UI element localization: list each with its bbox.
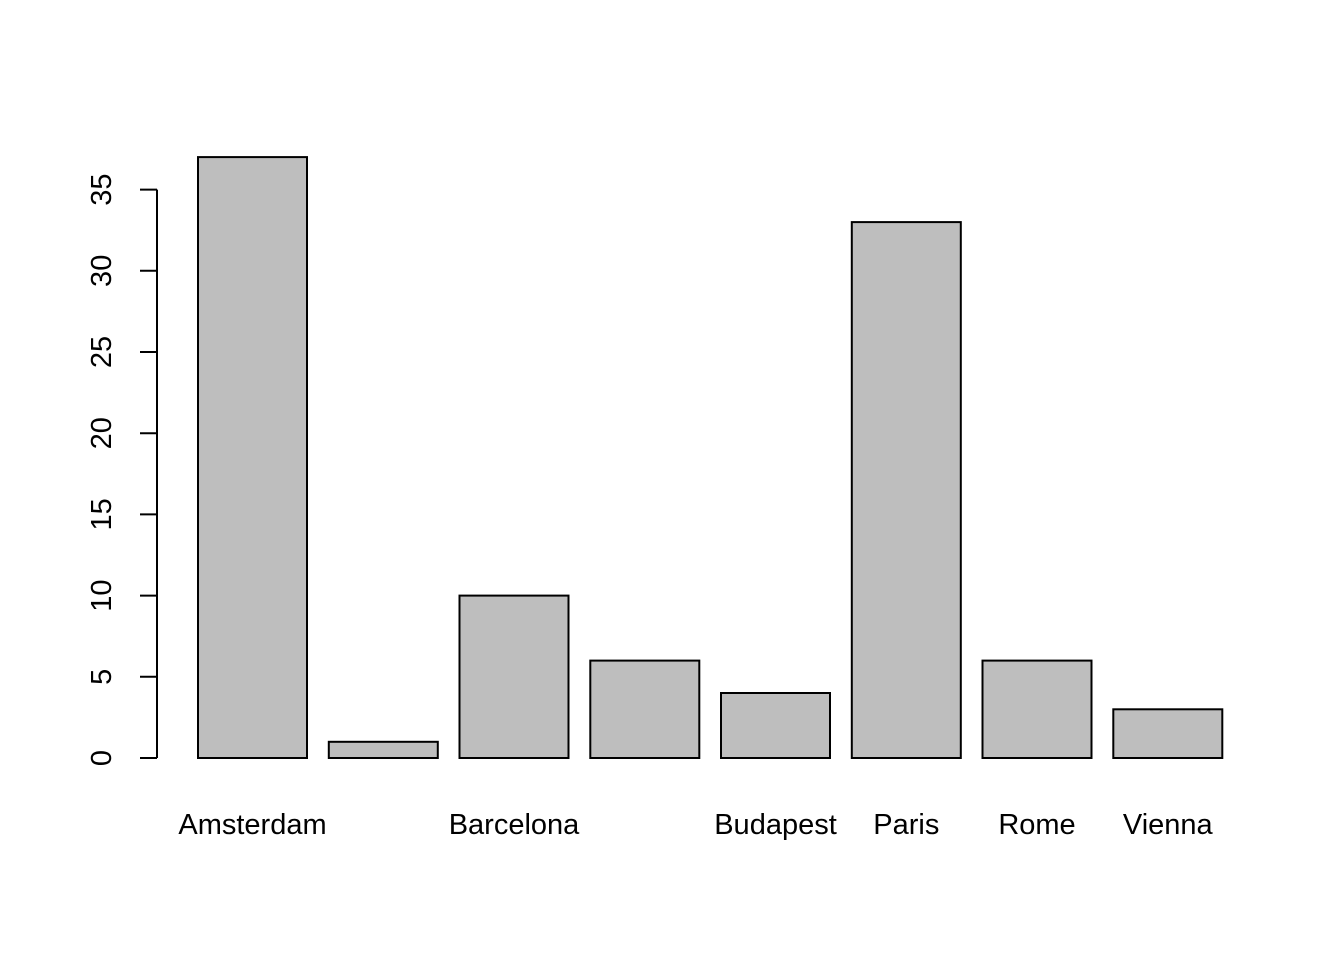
bars-group <box>197 156 1224 760</box>
bar-rome <box>981 659 1093 759</box>
bar-amsterdam <box>197 156 308 760</box>
y-tick-label: 35 <box>86 173 118 205</box>
bar-paris <box>850 221 962 760</box>
bar-unlabeled-1 <box>327 740 439 759</box>
bar-budapest <box>720 692 831 759</box>
y-axis: 0 5 10 15 20 25 30 35 <box>86 173 158 766</box>
y-tick-label: 30 <box>86 255 118 287</box>
category-label: Amsterdam <box>178 809 326 841</box>
category-labels: Amsterdam Barcelona Budapest Paris Rome Vienn… <box>178 809 1213 841</box>
category-label: Rome <box>998 809 1075 841</box>
bar-barcelona <box>458 594 570 759</box>
bar-unlabeled-3 <box>589 659 701 759</box>
y-tick-label: 5 <box>86 669 118 685</box>
y-tick-label: 25 <box>86 336 118 368</box>
y-tick-label: 15 <box>86 498 118 530</box>
category-label: Barcelona <box>449 809 580 841</box>
category-label: Budapest <box>714 809 837 841</box>
category-label: Paris <box>873 809 939 841</box>
y-tick-label: 10 <box>86 579 118 611</box>
y-tick-label: 20 <box>86 417 118 449</box>
y-tick-label: 0 <box>86 750 118 766</box>
bar-vienna <box>1112 708 1224 759</box>
category-label: Vienna <box>1123 809 1214 841</box>
